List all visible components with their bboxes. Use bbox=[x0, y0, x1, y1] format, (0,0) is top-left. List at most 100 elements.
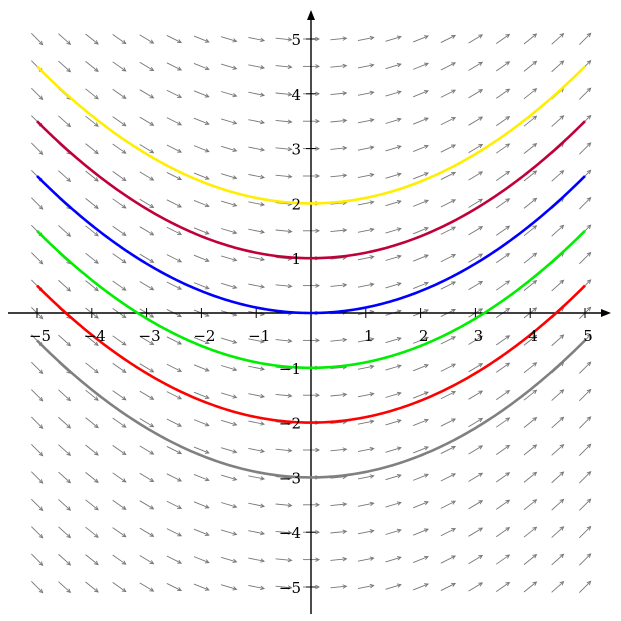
field-arrow bbox=[495, 198, 511, 209]
field-arrow bbox=[166, 391, 183, 400]
field-arrow bbox=[551, 334, 565, 347]
field-arrow bbox=[551, 169, 565, 182]
field-arrow bbox=[357, 282, 375, 288]
field-arrow bbox=[385, 117, 402, 124]
field-arrow bbox=[440, 117, 457, 126]
field-arrow bbox=[275, 283, 293, 289]
field-arrow bbox=[330, 584, 348, 589]
field-arrow bbox=[468, 363, 484, 373]
field-arrow bbox=[440, 199, 457, 208]
field-arrow bbox=[579, 416, 592, 429]
field-arrow bbox=[193, 200, 210, 208]
field-arrow bbox=[221, 556, 238, 564]
field-arrow bbox=[357, 255, 375, 261]
field-arrow bbox=[58, 581, 72, 594]
solution-curve-3 bbox=[36, 175, 586, 315]
y-tick-label: 1 bbox=[291, 250, 301, 268]
field-arrow bbox=[139, 445, 155, 455]
field-arrow bbox=[495, 390, 511, 401]
field-arrow bbox=[248, 502, 266, 508]
field-arrow bbox=[139, 116, 155, 126]
field-arrow bbox=[357, 474, 375, 480]
field-arrow bbox=[139, 171, 155, 181]
field-arrow bbox=[468, 335, 484, 345]
field-arrow bbox=[330, 228, 348, 233]
field-arrow bbox=[468, 472, 484, 482]
field-arrow bbox=[166, 281, 183, 290]
field-arrow bbox=[275, 530, 293, 535]
field-arrow bbox=[166, 336, 183, 345]
field-arrow bbox=[31, 142, 44, 155]
field-arrow bbox=[330, 91, 348, 96]
field-arrow bbox=[139, 335, 155, 346]
field-arrow bbox=[385, 282, 402, 289]
field-arrow bbox=[275, 64, 293, 70]
field-arrow bbox=[330, 282, 348, 288]
field-arrow bbox=[58, 471, 72, 484]
field-arrow bbox=[579, 197, 592, 210]
field-arrow bbox=[166, 226, 183, 235]
field-arrow bbox=[112, 582, 127, 593]
field-arrow bbox=[221, 337, 238, 344]
y-axis-arrow-icon bbox=[307, 10, 315, 20]
field-arrow bbox=[193, 556, 210, 564]
field-arrow bbox=[31, 361, 44, 375]
y-tick-label: −2 bbox=[279, 415, 301, 433]
field-arrow bbox=[551, 443, 565, 456]
field-arrow bbox=[112, 198, 127, 209]
field-arrow bbox=[275, 557, 293, 563]
field-arrow bbox=[193, 145, 210, 153]
field-arrow bbox=[413, 144, 429, 152]
field-arrow bbox=[58, 499, 72, 511]
field-arrow bbox=[193, 117, 210, 125]
field-arrow bbox=[221, 118, 238, 125]
field-arrow bbox=[579, 87, 592, 100]
field-arrow bbox=[248, 119, 266, 125]
field-arrow bbox=[166, 418, 183, 427]
field-arrow bbox=[248, 557, 266, 563]
field-arrow bbox=[357, 227, 375, 233]
field-arrow bbox=[139, 144, 155, 154]
field-arrow bbox=[31, 553, 44, 566]
field-arrow bbox=[85, 280, 99, 292]
field-arrow bbox=[221, 282, 238, 290]
field-arrow bbox=[413, 227, 429, 235]
field-arrow bbox=[221, 63, 238, 70]
field-arrow bbox=[413, 418, 429, 426]
x-tick-label: −5 bbox=[29, 327, 51, 345]
field-arrow bbox=[330, 529, 348, 534]
field-arrow bbox=[248, 64, 266, 70]
field-arrow bbox=[193, 474, 210, 482]
solution-curve-6 bbox=[36, 339, 586, 479]
field-arrow bbox=[579, 580, 592, 593]
field-arrow bbox=[413, 528, 429, 536]
field-arrow bbox=[551, 60, 565, 73]
field-arrow bbox=[523, 279, 538, 291]
field-arrow bbox=[193, 63, 210, 71]
field-arrow bbox=[275, 585, 293, 590]
field-arrow bbox=[221, 365, 238, 372]
field-arrow bbox=[385, 501, 402, 508]
field-arrow bbox=[357, 337, 375, 343]
field-arrow bbox=[139, 61, 155, 72]
field-arrow bbox=[221, 584, 238, 591]
field-arrow bbox=[112, 445, 127, 456]
y-tick-label: −3 bbox=[279, 469, 301, 487]
field-arrow bbox=[221, 228, 238, 235]
field-arrow bbox=[275, 229, 293, 234]
field-arrow bbox=[523, 553, 538, 565]
field-arrow bbox=[468, 253, 484, 263]
field-arrow bbox=[31, 526, 44, 539]
field-arrow bbox=[357, 35, 375, 42]
field-arrow bbox=[193, 501, 210, 509]
field-arrow bbox=[468, 554, 484, 565]
field-arrow bbox=[413, 199, 429, 207]
field-arrow bbox=[385, 336, 402, 344]
field-arrow bbox=[31, 471, 44, 484]
y-tick-label: 2 bbox=[291, 195, 301, 213]
field-arrow bbox=[112, 417, 127, 428]
field-arrow bbox=[440, 473, 457, 482]
field-arrow bbox=[248, 420, 266, 426]
field-arrow bbox=[139, 472, 155, 483]
field-arrow bbox=[440, 336, 457, 345]
